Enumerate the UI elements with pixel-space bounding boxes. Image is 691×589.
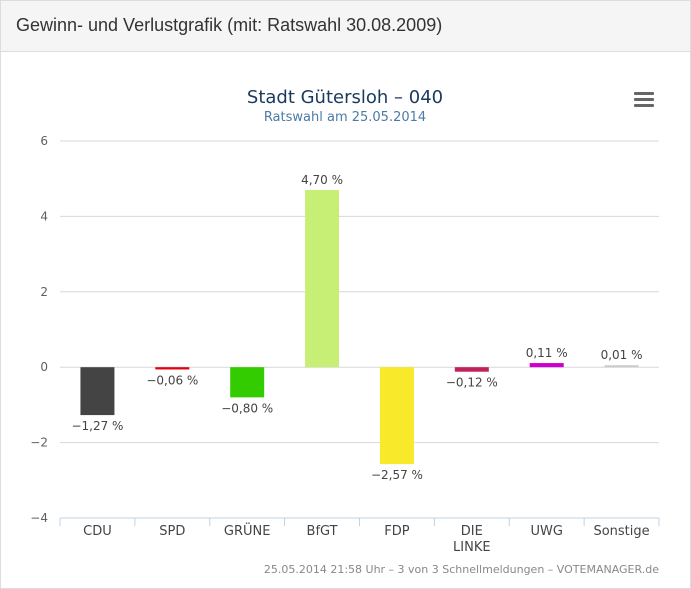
- bar-cdu[interactable]: [80, 367, 115, 416]
- bar-uwg[interactable]: [529, 363, 564, 368]
- bar-gr-ne[interactable]: [230, 367, 265, 398]
- x-category-label: Sonstige: [593, 524, 649, 539]
- data-label: −0,80 %: [221, 401, 273, 415]
- x-category-label: SPD: [159, 524, 185, 539]
- y-tick-label: 0: [40, 360, 48, 374]
- data-label: −0,12 %: [446, 376, 498, 390]
- x-category-label: BfGT: [307, 524, 338, 539]
- data-label: −2,57 %: [371, 468, 423, 482]
- y-tick-label: 6: [40, 134, 48, 148]
- panel-heading: Gewinn- und Verlustgrafik (mit: Ratswahl…: [1, 1, 690, 52]
- x-category-label: LINKE: [453, 540, 491, 555]
- bar-bfgt[interactable]: [305, 190, 340, 368]
- data-label: 0,01 %: [601, 348, 643, 362]
- x-category-label: UWG: [530, 524, 562, 539]
- data-label: 0,11 %: [526, 346, 568, 360]
- bar-fdp[interactable]: [379, 367, 414, 465]
- bar-sonstige[interactable]: [604, 365, 639, 368]
- x-category-label: CDU: [83, 524, 112, 539]
- y-tick-label: −4: [30, 511, 48, 525]
- chart-credits: 25.05.2014 21:58 Uhr – 3 von 3 Schnellme…: [264, 563, 659, 576]
- data-label: 4,70 %: [301, 173, 343, 187]
- chart-title: Stadt Gütersloh – 040: [247, 87, 443, 108]
- x-category-label: DIE: [461, 524, 483, 539]
- bar-die-linke[interactable]: [454, 367, 489, 372]
- y-tick-label: −2: [30, 436, 48, 450]
- data-label: −0,06 %: [146, 373, 198, 387]
- bars: [80, 190, 639, 465]
- panel-title: Gewinn- und Verlustgrafik (mit: Ratswahl…: [16, 15, 443, 35]
- y-tick-label: 4: [40, 209, 48, 223]
- data-labels: −1,27 % −0,06 % −0,80 % 4,70 % −2,57 % −0,12 …: [71, 173, 642, 482]
- data-label: −1,27 %: [71, 419, 123, 433]
- grid-lines: [60, 140, 659, 444]
- hamburger-menu-icon[interactable]: [630, 88, 658, 112]
- x-category-label: FDP: [384, 524, 409, 539]
- y-tick-label: 2: [40, 285, 48, 299]
- x-category-label: GRÜNE: [224, 522, 271, 539]
- bar-spd[interactable]: [155, 367, 190, 370]
- chart-subtitle: Ratswahl am 25.05.2014: [264, 110, 426, 125]
